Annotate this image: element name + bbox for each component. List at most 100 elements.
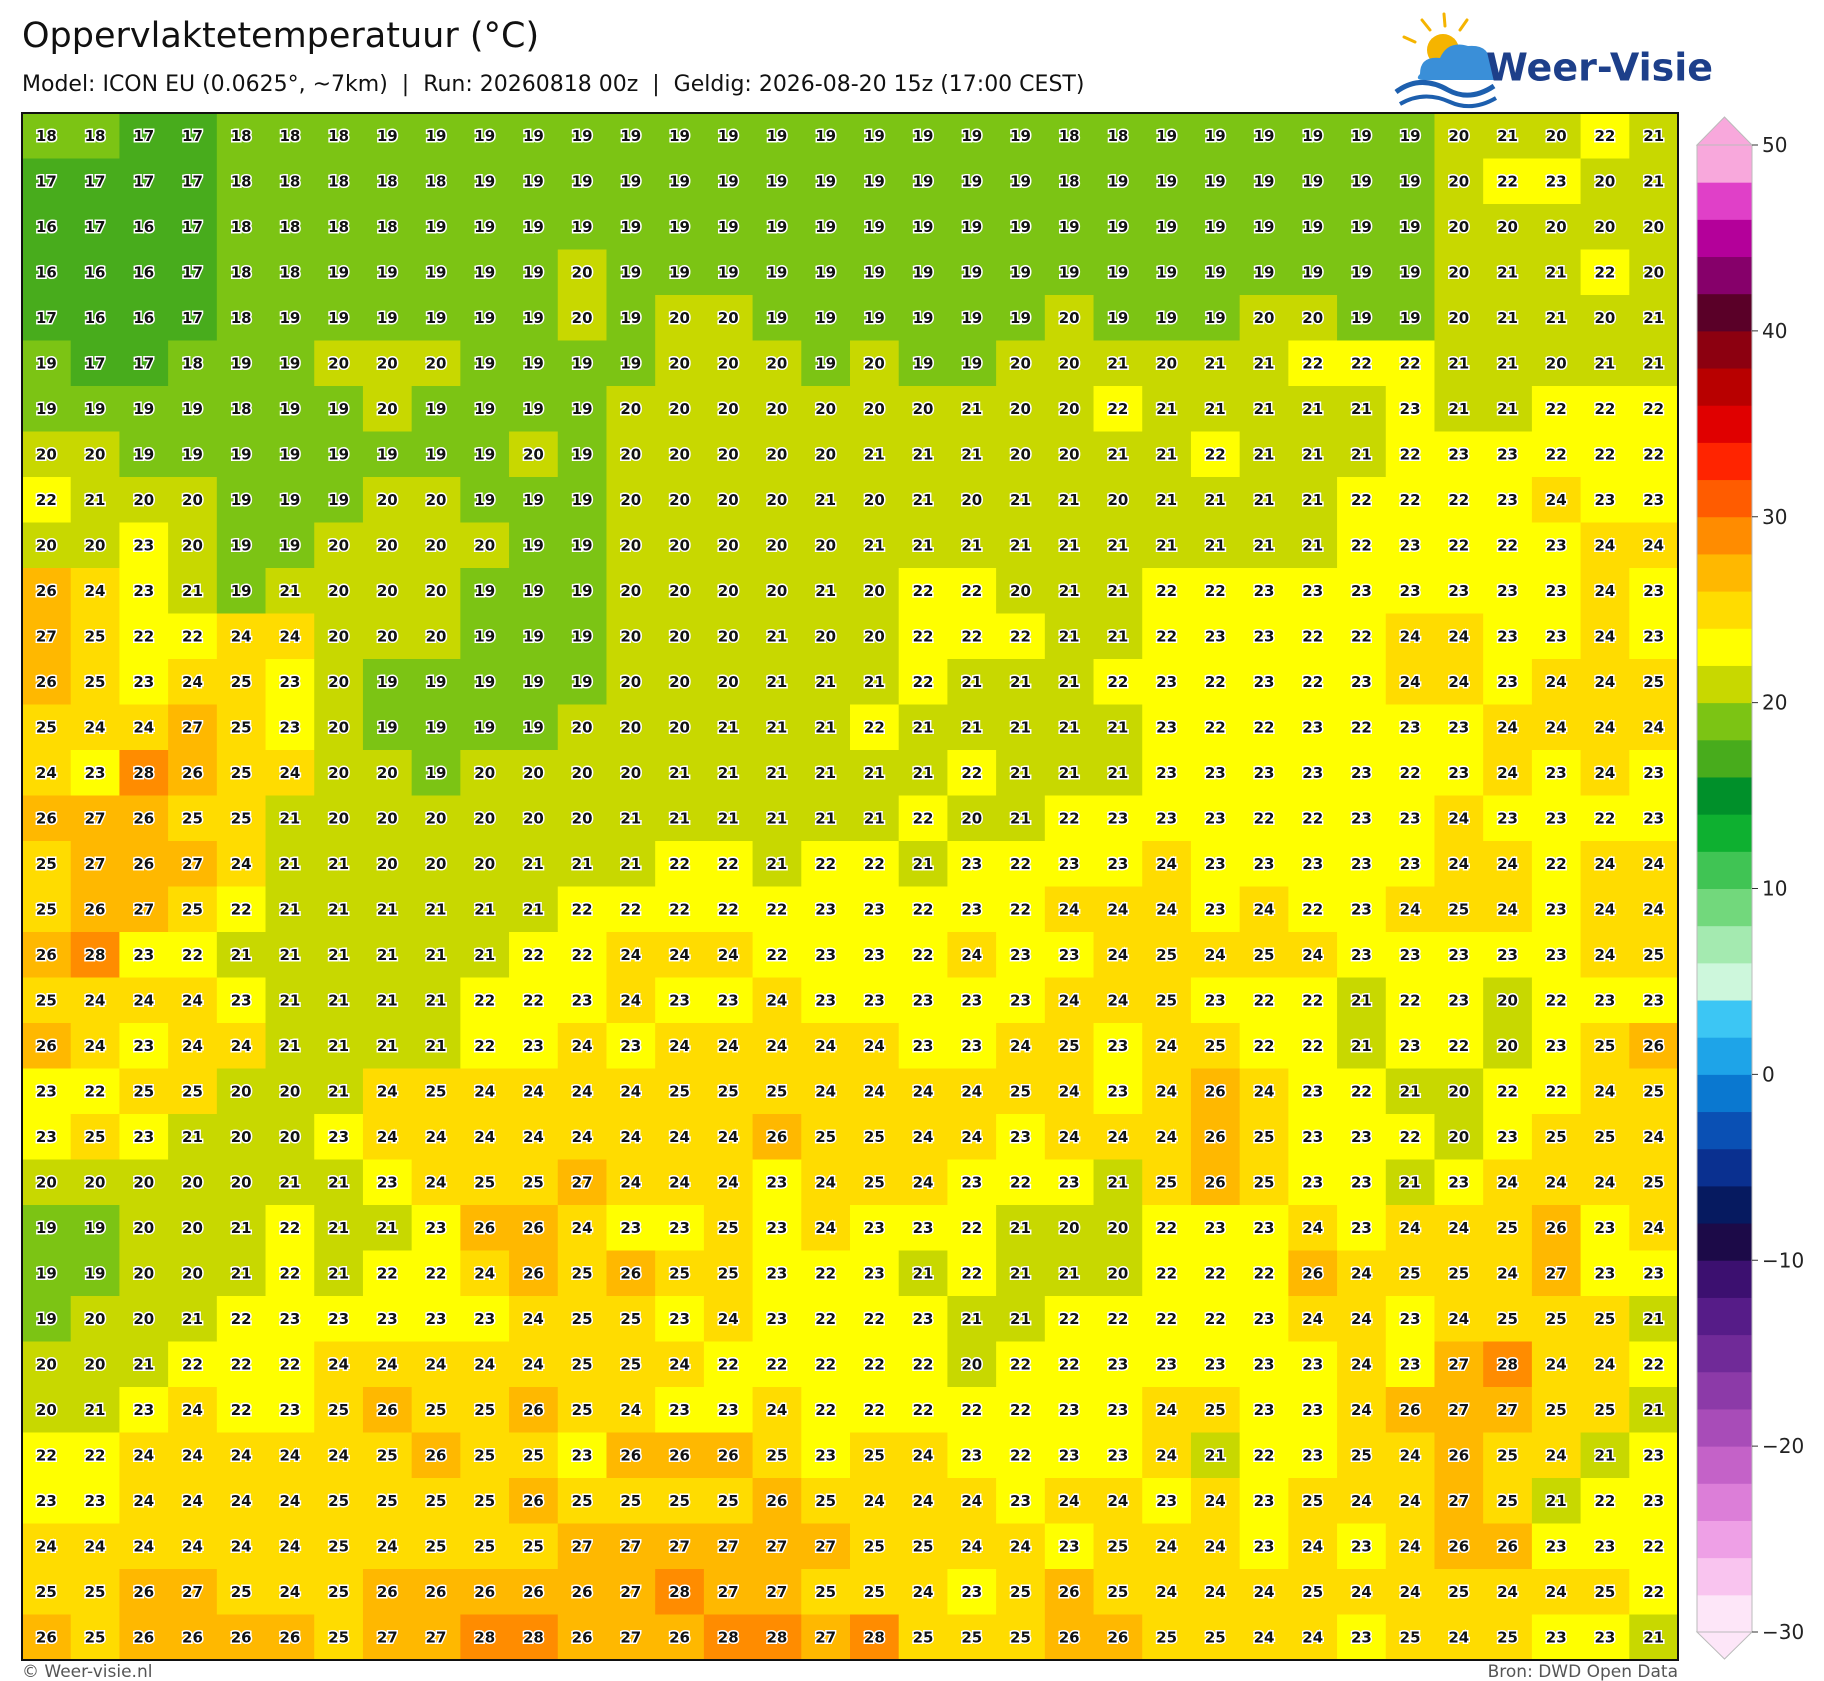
temperature-cell: [1531, 1250, 1582, 1297]
temperature-label: 19: [426, 673, 447, 691]
temperature-cell: [557, 568, 608, 615]
temperature-cell: [1580, 1432, 1630, 1479]
temperature-label: 21: [279, 991, 300, 1009]
temperature-label: 23: [718, 991, 739, 1009]
temperature-label: 18: [328, 127, 349, 145]
colorbar-segment: [1697, 1446, 1752, 1484]
temperature-cell: [509, 750, 559, 797]
temperature-label: 19: [718, 127, 739, 145]
temperature-cell: [1385, 659, 1436, 706]
temperature-cell: [460, 1250, 510, 1297]
temperature-cell: [1044, 886, 1095, 933]
temperature-cell: [362, 1614, 413, 1661]
temperature-cell: [509, 477, 559, 524]
temperature-label: 20: [133, 491, 154, 509]
temperature-cell: [1142, 977, 1192, 1024]
temperature-label: 22: [961, 764, 982, 782]
temperature-label: 19: [1010, 172, 1031, 190]
temperature-cell: [22, 386, 72, 433]
temperature-label: 24: [182, 1537, 203, 1555]
temperature-cell: [265, 841, 315, 888]
temperature-label: 22: [1156, 627, 1177, 645]
temperature-cell: [850, 1205, 900, 1252]
temperature-cell: [1044, 704, 1095, 751]
temperature-label: 20: [85, 445, 106, 463]
temperature-cell: [801, 386, 851, 433]
temperature-label: 21: [1302, 400, 1323, 418]
temperature-label: 21: [328, 946, 349, 964]
temperature-label: 19: [815, 309, 836, 327]
temperature-cell: [1337, 1159, 1387, 1206]
temperature-cell: [460, 249, 510, 296]
temperature-label: 19: [767, 172, 788, 190]
temperature-label: 25: [1643, 1173, 1664, 1191]
temperature-label: 27: [85, 809, 106, 827]
temperature-label: 20: [1302, 309, 1323, 327]
temperature-label: 23: [1643, 582, 1664, 600]
colorbar-segment: [1697, 1371, 1752, 1410]
temperature-label: 26: [36, 582, 57, 600]
temperature-cell: [411, 613, 461, 660]
temperature-label: 22: [815, 1355, 836, 1373]
temperature-label: 23: [1400, 1037, 1421, 1055]
temperature-label: 21: [1107, 354, 1128, 372]
temperature-label: 24: [1595, 946, 1616, 964]
temperature-cell: [1239, 295, 1289, 342]
temperature-label: 19: [1254, 218, 1275, 236]
temperature-cell: [1580, 1114, 1630, 1161]
temperature-cell: [168, 113, 218, 160]
temperature-cell: [411, 1296, 461, 1343]
temperature-label: 19: [426, 263, 447, 281]
temperature-label: 20: [669, 582, 690, 600]
temperature-label: 21: [1010, 764, 1031, 782]
temperature-label: 22: [182, 1355, 203, 1373]
temperature-label: 27: [620, 1537, 641, 1555]
temperature-label: 20: [718, 354, 739, 372]
temperature-cell: [70, 1341, 121, 1388]
temperature-label: 25: [572, 1492, 593, 1510]
temperature-label: 22: [474, 991, 495, 1009]
temperature-cell: [1434, 295, 1484, 342]
temperature-label: 24: [1400, 1446, 1421, 1464]
temperature-cell: [752, 1205, 802, 1252]
temperature-label: 20: [620, 491, 641, 509]
temperature-label: 20: [426, 855, 447, 873]
temperature-cell: [655, 477, 705, 524]
temperature-cell: [1093, 795, 1143, 842]
temperature-label: 22: [815, 1401, 836, 1419]
temperature-label: 20: [669, 354, 690, 372]
temperature-cell: [1044, 249, 1095, 296]
temperature-cell: [996, 659, 1046, 706]
temperature-cell: [265, 1114, 315, 1161]
temperature-label: 21: [815, 582, 836, 600]
temperature-label: 24: [1643, 900, 1664, 918]
colorbar-segment: [1697, 665, 1752, 704]
temperature-label: 27: [620, 1583, 641, 1601]
temperature-cell: [1531, 704, 1582, 751]
temperature-label: 24: [1254, 1082, 1275, 1100]
temperature-label: 17: [182, 218, 203, 236]
temperature-label: 20: [182, 1173, 203, 1191]
temperature-cell: [1288, 1523, 1338, 1570]
temperature-cell: [1190, 886, 1241, 933]
temperature-label: 20: [328, 673, 349, 691]
temperature-label: 23: [1205, 809, 1226, 827]
temperature-label: 22: [1254, 718, 1275, 736]
temperature-cell: [411, 932, 461, 979]
temperature-cell: [557, 1296, 608, 1343]
temperature-cell: [1629, 158, 1679, 205]
temperature-cell: [70, 568, 121, 615]
temperature-cell: [460, 795, 510, 842]
temperature-cell: [1483, 295, 1533, 342]
temperature-cell: [1142, 1068, 1192, 1115]
temperature-cell: [1239, 1114, 1289, 1161]
temperature-label: 23: [718, 1401, 739, 1419]
temperature-label: 22: [1400, 354, 1421, 372]
temperature-cell: [1142, 386, 1192, 433]
temperature-cell: [1483, 795, 1533, 842]
temperature-label: 28: [523, 1628, 544, 1646]
temperature-label: 21: [864, 445, 885, 463]
temperature-cell: [1337, 1341, 1387, 1388]
temperature-cell: [119, 1068, 169, 1115]
temperature-cell: [22, 1296, 72, 1343]
